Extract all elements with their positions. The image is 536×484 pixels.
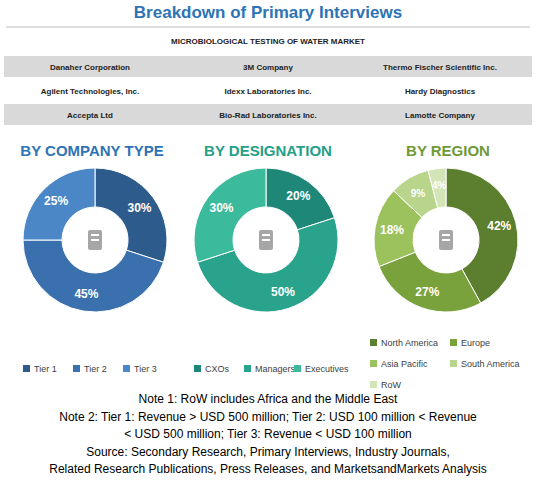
data-label: 30% (209, 201, 233, 215)
center-icon (259, 230, 273, 250)
legend-swatch (370, 360, 377, 367)
donut-slice (428, 168, 446, 208)
note-line: Related Research Publications, Press Rel… (49, 462, 487, 476)
table-row (4, 56, 532, 77)
company-name: Lamotte Company (405, 111, 475, 120)
note-line: Note 2: Tier 1: Revenue > USD 500 millio… (59, 410, 477, 424)
company-name: Idexx Laboratories Inc. (224, 87, 311, 96)
canvas: Breakdown of Primary Interviews MICROBIOL… (0, 0, 536, 484)
legend-label: Executives (305, 364, 349, 374)
data-label: 50% (271, 285, 295, 299)
data-label: 20% (286, 189, 310, 203)
background (0, 0, 536, 484)
chart-title: BY DESIGNATION (204, 142, 332, 159)
title-rule (6, 27, 530, 28)
donut-hole (63, 208, 127, 272)
legend-swatch (23, 365, 30, 372)
table-row (4, 104, 532, 125)
company-name: Accepta Ltd (67, 111, 113, 120)
table-row (4, 80, 532, 101)
note-line: < USD 500 million; Tier 3: Revenue < USD… (124, 427, 411, 441)
legend-label: North America (381, 338, 438, 348)
data-label: 30% (127, 201, 151, 215)
note-line: Source: Secondary Research, Primary Inte… (86, 445, 449, 459)
center-icon (442, 239, 450, 241)
data-label: 42% (487, 219, 511, 233)
legend-label: Tier 2 (84, 364, 107, 374)
legend-swatch (450, 339, 457, 346)
legend-label: Europe (461, 338, 490, 348)
data-label: 4% (432, 180, 447, 191)
data-label: 9% (411, 188, 426, 199)
center-icon (88, 230, 102, 250)
center-icon (439, 230, 453, 250)
company-name: Danaher Corporation (50, 63, 130, 72)
legend-swatch (73, 365, 80, 372)
company-name: 3M Company (243, 63, 293, 72)
legend-swatch (370, 381, 377, 388)
company-name: Hardy Diagnostics (405, 87, 476, 96)
company-name: Bio-Rad Laboratories Inc. (219, 111, 316, 120)
legend-label: Tier 1 (34, 364, 57, 374)
donut (374, 168, 518, 312)
legend-swatch (123, 365, 130, 372)
center-icon (91, 234, 99, 236)
legend-label: South America (461, 359, 520, 369)
donut (194, 168, 338, 312)
chart-title: BY COMPANY TYPE (20, 142, 163, 159)
center-icon (442, 234, 450, 236)
data-label: 27% (415, 285, 439, 299)
market-name: MICROBIOLOGICAL TESTING OF WATER MARKET (171, 37, 365, 46)
legend-label: Asia Pacific (381, 359, 428, 369)
legend-swatch (450, 360, 457, 367)
data-label: 18% (380, 223, 404, 237)
legend-label: Tier 3 (134, 364, 157, 374)
chart-title: BY REGION (406, 142, 490, 159)
note-line: Note 1: RoW includes Africa and the Midd… (139, 392, 398, 406)
data-label: 45% (74, 287, 98, 301)
legend-swatch (294, 365, 301, 372)
donut-hole (234, 208, 298, 272)
legend-label: CXOs (205, 364, 230, 374)
legend-swatch (370, 339, 377, 346)
center-icon (262, 239, 270, 241)
page-title: Breakdown of Primary Interviews (134, 3, 402, 22)
legend-label: RoW (381, 380, 402, 390)
legend-label: Managers (255, 364, 296, 374)
company-name: Agilent Technologies, Inc. (41, 87, 140, 96)
donut-hole (414, 208, 478, 272)
company-name: Thermo Fischer Scientific Inc. (383, 63, 497, 72)
center-icon (262, 234, 270, 236)
data-label: 25% (44, 194, 68, 208)
donut (23, 168, 167, 312)
center-icon (91, 239, 99, 241)
legend-swatch (194, 365, 201, 372)
legend-swatch (244, 365, 251, 372)
